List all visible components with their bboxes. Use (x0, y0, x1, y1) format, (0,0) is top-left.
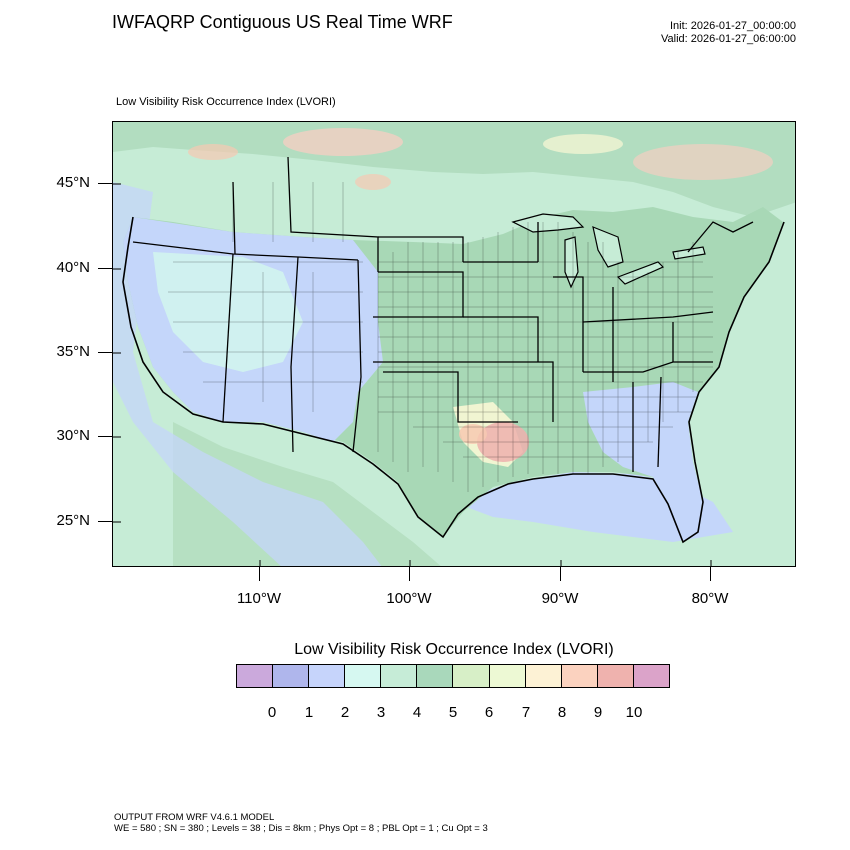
southeast-low-vis-region (583, 382, 703, 542)
great-basin-cyan (153, 252, 303, 372)
canada-land (113, 122, 795, 217)
init-time: Init: 2026-01-27_00:00:00 (670, 20, 796, 32)
valid-time: Valid: 2026-01-27_06:00:00 (661, 33, 796, 45)
footer-model-line: OUTPUT FROM WRF V4.6.1 MODEL (114, 812, 275, 823)
colorbar-label: 2 (340, 704, 350, 721)
map-subtitle: Low Visibility Risk Occurrence Index (LV… (116, 96, 336, 108)
lon-label-90w: 90°W (541, 590, 579, 607)
colorbar-label: 4 (412, 704, 422, 721)
colorbar-cell (489, 665, 526, 687)
state-boundaries (132, 156, 754, 472)
lat-tick (98, 521, 112, 522)
map-canvas (113, 122, 795, 566)
lon-label-110w: 110°W (236, 590, 282, 607)
plains-warm-patch (355, 174, 391, 190)
lat-tick (98, 352, 112, 353)
lat-tick (98, 183, 112, 184)
chart-title: IWFAQRP Contiguous US Real Time WRF (112, 12, 453, 32)
colorbar-cell (633, 665, 669, 687)
pacific-blue-band (113, 182, 382, 566)
lon-tick (710, 567, 711, 581)
lake-superior (511, 213, 585, 233)
lat-label-40n: 40°N (56, 259, 90, 276)
mexico-land (173, 422, 441, 566)
canada-warm-patch (283, 128, 403, 156)
lat-label-35n: 35°N (56, 343, 90, 360)
lat-tick (98, 436, 112, 437)
colorbar-cell (345, 665, 382, 687)
us-coastline (122, 216, 785, 544)
lake-huron (592, 226, 624, 268)
lat-tick (98, 268, 112, 269)
colorbar-label: 5 (448, 704, 458, 721)
lon-tick (409, 567, 410, 581)
canada-warm-patch (543, 134, 623, 154)
frame-ticks (113, 183, 712, 566)
colorbar-label: 0 (267, 704, 277, 721)
colorbar-label: 8 (557, 704, 567, 721)
map-panel (112, 121, 796, 567)
colorbar-cell (561, 665, 598, 687)
canada-warm-patch (633, 144, 773, 180)
colorbar-label: 9 (593, 704, 603, 721)
colorbar-cell (453, 665, 490, 687)
lat-label-25n: 25°N (56, 512, 90, 529)
lat-label-45n: 45°N (56, 174, 90, 191)
colorbar-label: 7 (521, 704, 531, 721)
lon-tick (560, 567, 561, 581)
lon-label-100w: 100°W (386, 590, 432, 607)
footer-config-line: WE = 580 ; SN = 380 ; Levels = 38 ; Dis … (114, 823, 488, 834)
colorbar-label: 10 (625, 704, 643, 721)
colorbar-cell (597, 665, 634, 687)
colorbar-cell (417, 665, 454, 687)
county-grid (168, 182, 713, 492)
lon-label-80w: 80°W (691, 590, 729, 607)
colorbar-title: Low Visibility Risk Occurrence Index (LV… (294, 641, 614, 658)
colorbar-label: 6 (484, 704, 494, 721)
colorbar-cell (273, 665, 310, 687)
colorbar-cell (525, 665, 562, 687)
colorbar-label: 3 (376, 704, 386, 721)
colorbar (236, 664, 670, 688)
lon-tick (259, 567, 260, 581)
texas-orange-area (459, 424, 487, 444)
colorbar-cell (309, 665, 346, 687)
colorbar-cell (381, 665, 418, 687)
colorbar-label: 1 (304, 704, 314, 721)
lat-label-30n: 30°N (56, 427, 90, 444)
colorbar-cell (237, 665, 274, 687)
nw-warm-patch (188, 144, 238, 160)
